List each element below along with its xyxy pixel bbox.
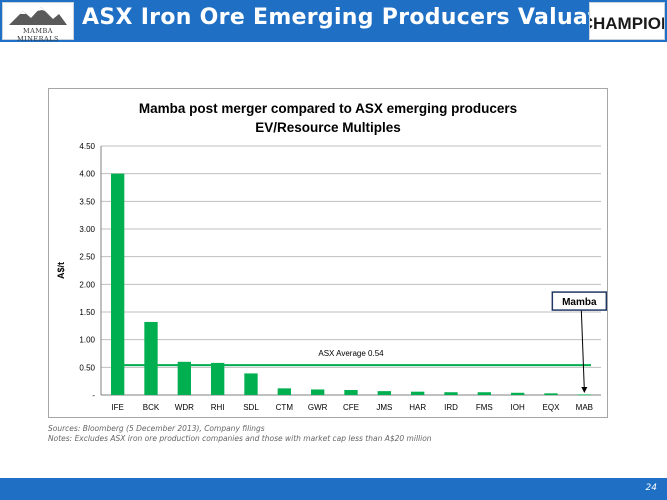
y-tick-label: -: [92, 391, 95, 400]
y-tick-label: 3.00: [79, 225, 95, 234]
bar-bck: [144, 321, 158, 395]
bar-sdl: [244, 373, 258, 395]
x-tick-label: IOH: [511, 403, 525, 412]
callout-box: [551, 291, 607, 311]
bar-fms: [477, 392, 491, 395]
x-tick-label: CTM: [276, 403, 294, 412]
average-label: ASX Average 0.54: [318, 349, 384, 358]
bar-mab: [577, 394, 591, 396]
chart-title-block: Mamba post merger compared to ASX emergi…: [49, 99, 607, 137]
footer-bar: 24: [0, 478, 667, 500]
mountain-icon: [9, 7, 67, 25]
callout-pointer: [580, 310, 585, 391]
y-tick-label: 0.50: [79, 363, 95, 372]
chart-subtitle: EV/Resource Multiples: [255, 120, 401, 135]
bar-gwr: [311, 389, 325, 395]
x-tick-label: HAR: [409, 403, 426, 412]
bar-ife: [111, 173, 125, 395]
chart-container: - 0.50 1.00 1.50 2.00 2.50 3.00 3.50 4.00 4.50 A$/…: [48, 88, 608, 418]
x-tick-label: RHI: [211, 403, 225, 412]
x-tick-label: EQX: [543, 403, 561, 412]
champion-logo-text: CHAMPION: [590, 14, 664, 33]
logo-left-text: MAMBA MINERALS: [16, 27, 59, 43]
exclusions-note: Notes: Excludes ASX iron ore production …: [48, 434, 432, 443]
y-tick-label: 4.00: [79, 170, 95, 179]
callout-label: Mamba: [562, 297, 597, 308]
bar-jms: [377, 391, 391, 395]
x-tick-label: JMS: [376, 403, 392, 412]
page-title: ASX Iron Ore Emerging Producers Valuatio…: [82, 5, 639, 30]
y-tick-label: 3.50: [79, 197, 95, 206]
bar-eqx: [544, 393, 558, 395]
bar-chart: - 0.50 1.00 1.50 2.00 2.50 3.00 3.50 4.00 4.50 A$/…: [56, 142, 607, 412]
bar-ioh: [511, 392, 525, 395]
y-tick-label: 4.50: [79, 142, 95, 151]
notes-block: Sources: Bloomberg (5 December 2013), Co…: [48, 424, 432, 444]
bar-rhi: [211, 362, 225, 395]
bar-ird: [444, 392, 458, 395]
champion-logo: CHAMPION: [589, 2, 665, 40]
x-tick-label: WDR: [175, 403, 194, 412]
bar-har: [411, 391, 425, 395]
bar-ctm: [277, 388, 291, 395]
x-tick-label: IFE: [111, 403, 123, 412]
mamba-logo: MAMBA MINERALS: [2, 2, 74, 43]
y-tick-label: 1.00: [79, 336, 95, 345]
y-tick-label: 1.50: [79, 308, 95, 317]
bar-cfe: [344, 390, 358, 395]
y-tick-label: 2.50: [79, 253, 95, 262]
x-tick-label: MAB: [576, 403, 593, 412]
page-number: 24: [645, 483, 657, 493]
y-tick-label: 2.00: [79, 280, 95, 289]
x-tick-label: IRD: [444, 403, 458, 412]
sources-note: Sources: Bloomberg (5 December 2013), Co…: [48, 424, 265, 433]
y-axis-title: A$/t: [56, 262, 66, 279]
x-tick-label: FMS: [476, 403, 493, 412]
x-tick-label: CFE: [343, 403, 359, 412]
bar-wdr: [177, 361, 191, 395]
x-tick-label: GWR: [308, 403, 328, 412]
x-tick-label: BCK: [143, 403, 160, 412]
callout-arrowhead: [581, 387, 588, 393]
chart-title: Mamba post merger compared to ASX emergi…: [138, 101, 518, 116]
x-tick-label: SDL: [243, 403, 259, 412]
header-bar: MAMBA MINERALS ASX Iron Ore Emerging Pro…: [0, 0, 667, 43]
